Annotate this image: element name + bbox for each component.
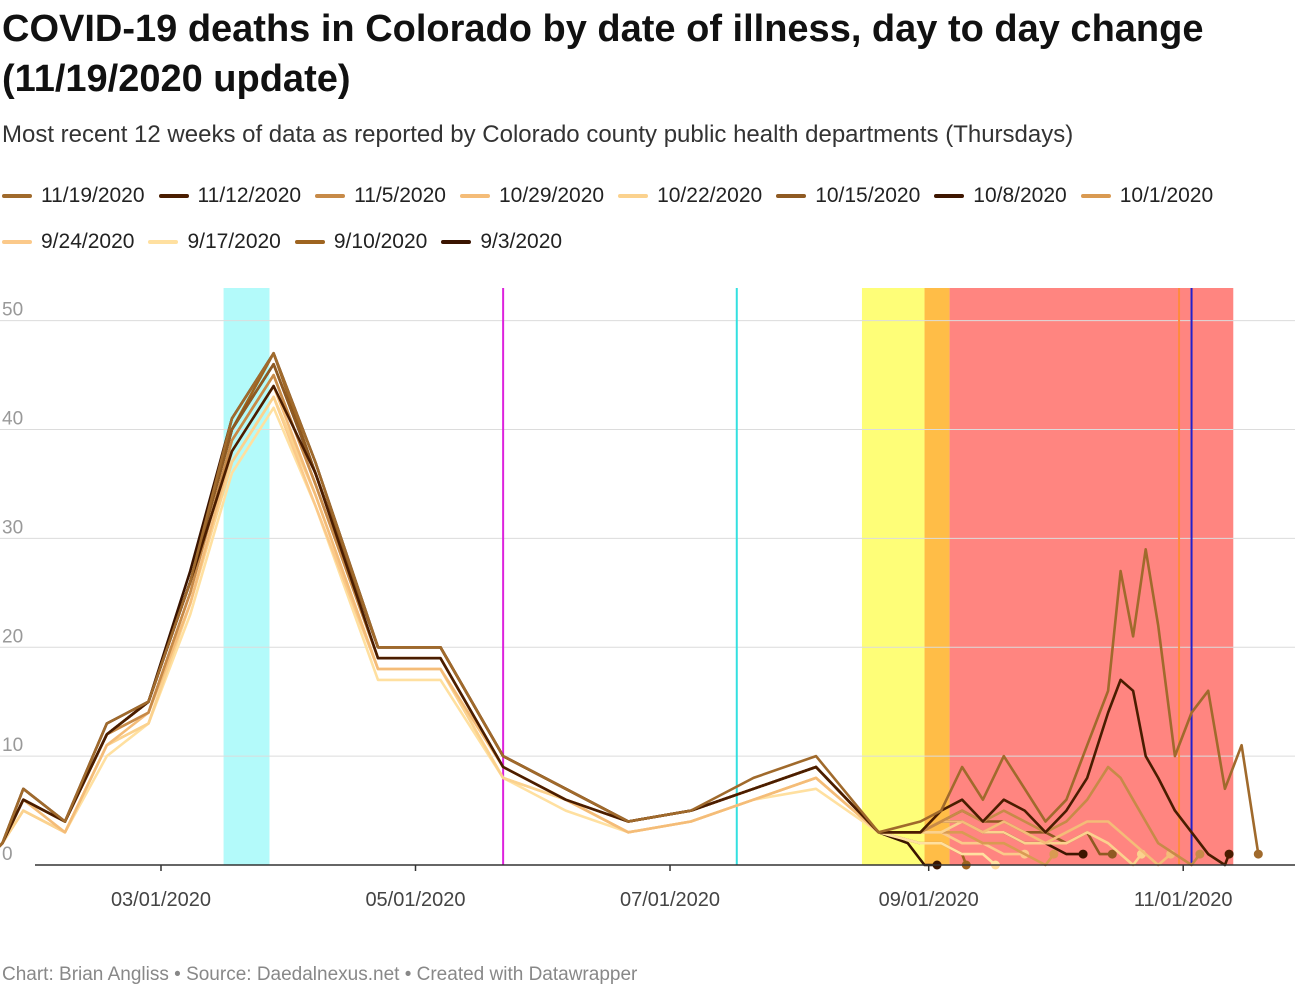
legend-label: 9/24/2020	[41, 230, 135, 253]
x-tick-label: 09/01/2020	[879, 889, 979, 911]
series-end-point	[1078, 849, 1088, 859]
y-tick-label: 40	[2, 409, 23, 430]
legend-label: 10/22/2020	[657, 184, 763, 207]
legend-swatch	[441, 240, 472, 244]
line-chart: 0 10 20 30 40 50 03/01/2020 05/01/2020 07/01/202…	[0, 288, 1295, 911]
legend-label: 11/12/2020	[197, 184, 302, 207]
legend-label: 11/19/2020	[41, 184, 145, 207]
y-tick-label: 50	[2, 300, 23, 321]
legend-swatch	[294, 240, 325, 244]
legend-swatch	[934, 194, 965, 198]
legend-swatch	[148, 240, 179, 244]
legend-item: 10/8/2020	[932, 179, 1067, 213]
legend-item: 9/10/2020	[293, 225, 427, 259]
series-end-point	[1224, 849, 1234, 859]
x-tick-label: 11/01/2020	[1134, 889, 1233, 911]
legend-item: 11/12/2020	[157, 179, 302, 213]
series-end-point	[1049, 849, 1059, 859]
legend-item: 10/29/2020	[458, 179, 604, 213]
legend-item: 10/22/2020	[616, 179, 762, 213]
legend-swatch	[776, 194, 807, 198]
series-line	[0, 352, 939, 867]
chart-subtitle: Most recent 12 weeks of data as reported…	[2, 121, 1074, 148]
series-line	[0, 352, 1260, 856]
shaded-range	[924, 288, 950, 865]
series-line	[0, 352, 968, 867]
series-end-point	[1195, 849, 1205, 859]
legend-label: 9/3/2020	[480, 230, 563, 253]
legend-swatch	[1080, 194, 1111, 198]
legend-label: 10/15/2020	[815, 184, 921, 207]
series-line	[0, 384, 1172, 867]
legend-item: 9/17/2020	[146, 225, 281, 259]
legend-item: 10/15/2020	[774, 179, 920, 213]
legend-label: 10/8/2020	[973, 184, 1067, 207]
legend-swatch	[618, 194, 649, 198]
legend-item: 9/3/2020	[439, 225, 562, 259]
series-line	[0, 384, 1231, 867]
series-end-point	[1253, 849, 1263, 859]
x-tick-label: 07/01/2020	[620, 889, 720, 911]
chart-credit: Chart: Brian Angliss • Source: Daedalnex…	[2, 964, 638, 985]
y-tick-label: 10	[2, 735, 23, 756]
legend-item: 9/24/2020	[0, 225, 134, 259]
legend-item: 10/1/2020	[1079, 179, 1213, 213]
x-tick-label: 03/01/2020	[111, 889, 211, 911]
legend-label: 10/29/2020	[498, 184, 605, 207]
legend-swatch	[2, 194, 32, 198]
legend-label: 9/17/2020	[187, 230, 281, 253]
legend-label: 10/1/2020	[1119, 184, 1214, 207]
shaded-range	[861, 288, 925, 865]
legend-swatch	[2, 240, 32, 244]
y-tick-label: 20	[2, 626, 23, 647]
legend-label: 9/10/2020	[333, 230, 428, 253]
chart-legend: 11/19/2020 11/12/2020 11/5/2020 10/29/2020 1…	[0, 179, 1296, 259]
legend-swatch	[459, 194, 490, 198]
legend-label: 11/5/2020	[354, 184, 446, 207]
x-tick-label: 05/01/2020	[365, 889, 465, 911]
legend-item: 11/19/2020	[0, 179, 145, 213]
series-end-point	[1107, 849, 1117, 859]
series-line	[0, 406, 997, 867]
chart-title: COVID-19 deaths in Colorado by date of i…	[2, 8, 1204, 100]
y-tick-label: 0	[2, 844, 13, 865]
legend-swatch	[315, 194, 346, 198]
legend-swatch	[158, 194, 189, 198]
y-tick-label: 30	[2, 517, 23, 538]
legend-item: 11/5/2020	[313, 179, 446, 213]
